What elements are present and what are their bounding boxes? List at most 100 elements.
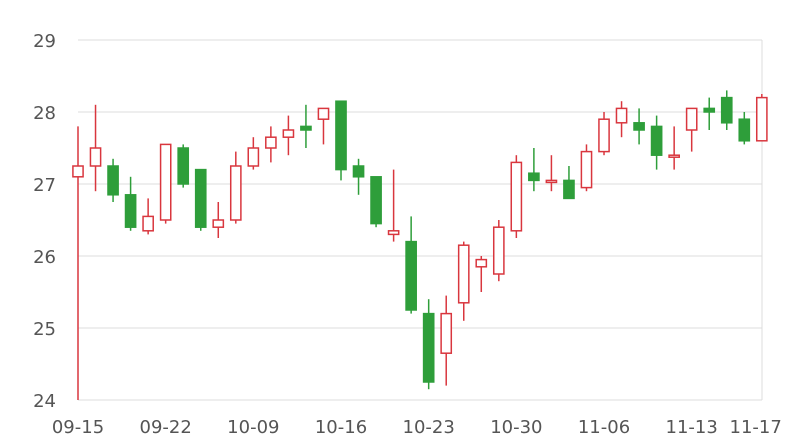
candle <box>89 104 102 192</box>
candle-body <box>545 179 558 184</box>
candle-body <box>633 122 645 131</box>
candle <box>615 101 628 138</box>
candle <box>475 256 488 292</box>
x-tick-label: 09-22 <box>140 417 192 438</box>
candle <box>492 220 505 282</box>
candle <box>738 112 751 145</box>
candle <box>422 299 435 390</box>
candle-body <box>89 147 102 167</box>
candle-body <box>405 240 417 311</box>
candle <box>563 166 575 200</box>
candle-body <box>492 226 505 275</box>
candle <box>317 107 330 145</box>
candle <box>352 158 365 195</box>
candle-body <box>124 194 137 228</box>
candle-body <box>755 96 768 142</box>
candle-body <box>265 136 277 149</box>
x-tick-label: 11-17 <box>730 417 782 438</box>
y-axis-tick-labels: 24 25 26 27 28 29 <box>33 31 56 412</box>
x-tick-label: 11-13 <box>666 417 718 438</box>
candle <box>142 198 154 235</box>
candle-body <box>142 215 154 232</box>
candle-body <box>668 154 680 158</box>
y-tick-label: 28 <box>33 103 56 124</box>
candle <box>370 176 382 228</box>
candle-body <box>229 165 242 221</box>
candle <box>335 100 347 181</box>
x-tick-label: 10-16 <box>315 417 367 438</box>
candle <box>703 97 716 130</box>
candle <box>720 90 733 130</box>
candle <box>755 94 768 142</box>
candle-body <box>300 125 312 131</box>
candle <box>229 151 242 224</box>
candle-body <box>194 168 207 228</box>
candle-body <box>247 147 260 167</box>
candle-body <box>475 258 488 268</box>
x-tick-label: 10-09 <box>227 417 279 438</box>
x-tick-label: 11-06 <box>578 417 630 438</box>
candle-body <box>720 96 733 124</box>
candle <box>457 241 470 321</box>
candle-body <box>212 219 225 228</box>
candle <box>580 144 593 192</box>
candle <box>107 158 119 202</box>
y-tick-label: 26 <box>33 247 56 268</box>
candle <box>598 112 610 156</box>
candle <box>405 216 417 314</box>
candle-body <box>159 143 172 221</box>
candles <box>72 90 768 400</box>
candle <box>212 202 225 238</box>
candle-body <box>703 107 716 113</box>
x-tick-label: 10-30 <box>490 417 542 438</box>
candle <box>528 148 540 192</box>
candle <box>685 107 698 152</box>
x-axis-tick-labels: 09-15 09-22 10-09 10-16 10-23 10-30 11-06 11-13… <box>52 417 782 438</box>
candle-body <box>615 107 628 124</box>
candle-body <box>72 165 84 178</box>
y-tick-label: 29 <box>33 31 56 52</box>
candle <box>159 143 172 224</box>
candle-body <box>685 107 698 131</box>
candle-body <box>387 230 400 236</box>
candle-body <box>528 172 540 182</box>
candle-body <box>650 125 663 156</box>
candle <box>124 176 137 231</box>
candle-body <box>510 161 523 232</box>
candle-body <box>107 165 119 196</box>
candle-body <box>563 179 575 200</box>
candle-body <box>440 312 453 354</box>
candle <box>282 115 295 156</box>
candle <box>668 126 680 170</box>
candle <box>650 115 663 170</box>
candle-body <box>598 118 610 153</box>
candle-body <box>580 150 593 189</box>
candle <box>545 155 558 192</box>
y-tick-label: 25 <box>33 319 56 340</box>
candle-body <box>317 107 330 120</box>
candle-body <box>457 244 470 304</box>
candle-body <box>177 147 190 185</box>
candle <box>194 168 207 231</box>
candle <box>300 104 312 148</box>
y-tick-label: 24 <box>33 391 56 412</box>
x-tick-label: 09-15 <box>52 417 104 438</box>
candle <box>265 126 277 163</box>
candle-body <box>422 312 435 383</box>
gridlines <box>78 39 763 401</box>
x-tick-label: 10-23 <box>403 417 455 438</box>
candle <box>177 144 190 188</box>
candle-body <box>352 165 365 178</box>
candle <box>72 126 84 400</box>
y-tick-label: 27 <box>33 175 56 196</box>
candle-body <box>282 129 295 138</box>
candle <box>633 108 645 145</box>
candle-body <box>738 118 751 142</box>
candle-body <box>335 100 347 171</box>
candle-body <box>370 176 382 225</box>
candle <box>440 295 453 386</box>
candle <box>387 169 400 242</box>
candle <box>247 137 260 170</box>
candle <box>510 155 523 238</box>
